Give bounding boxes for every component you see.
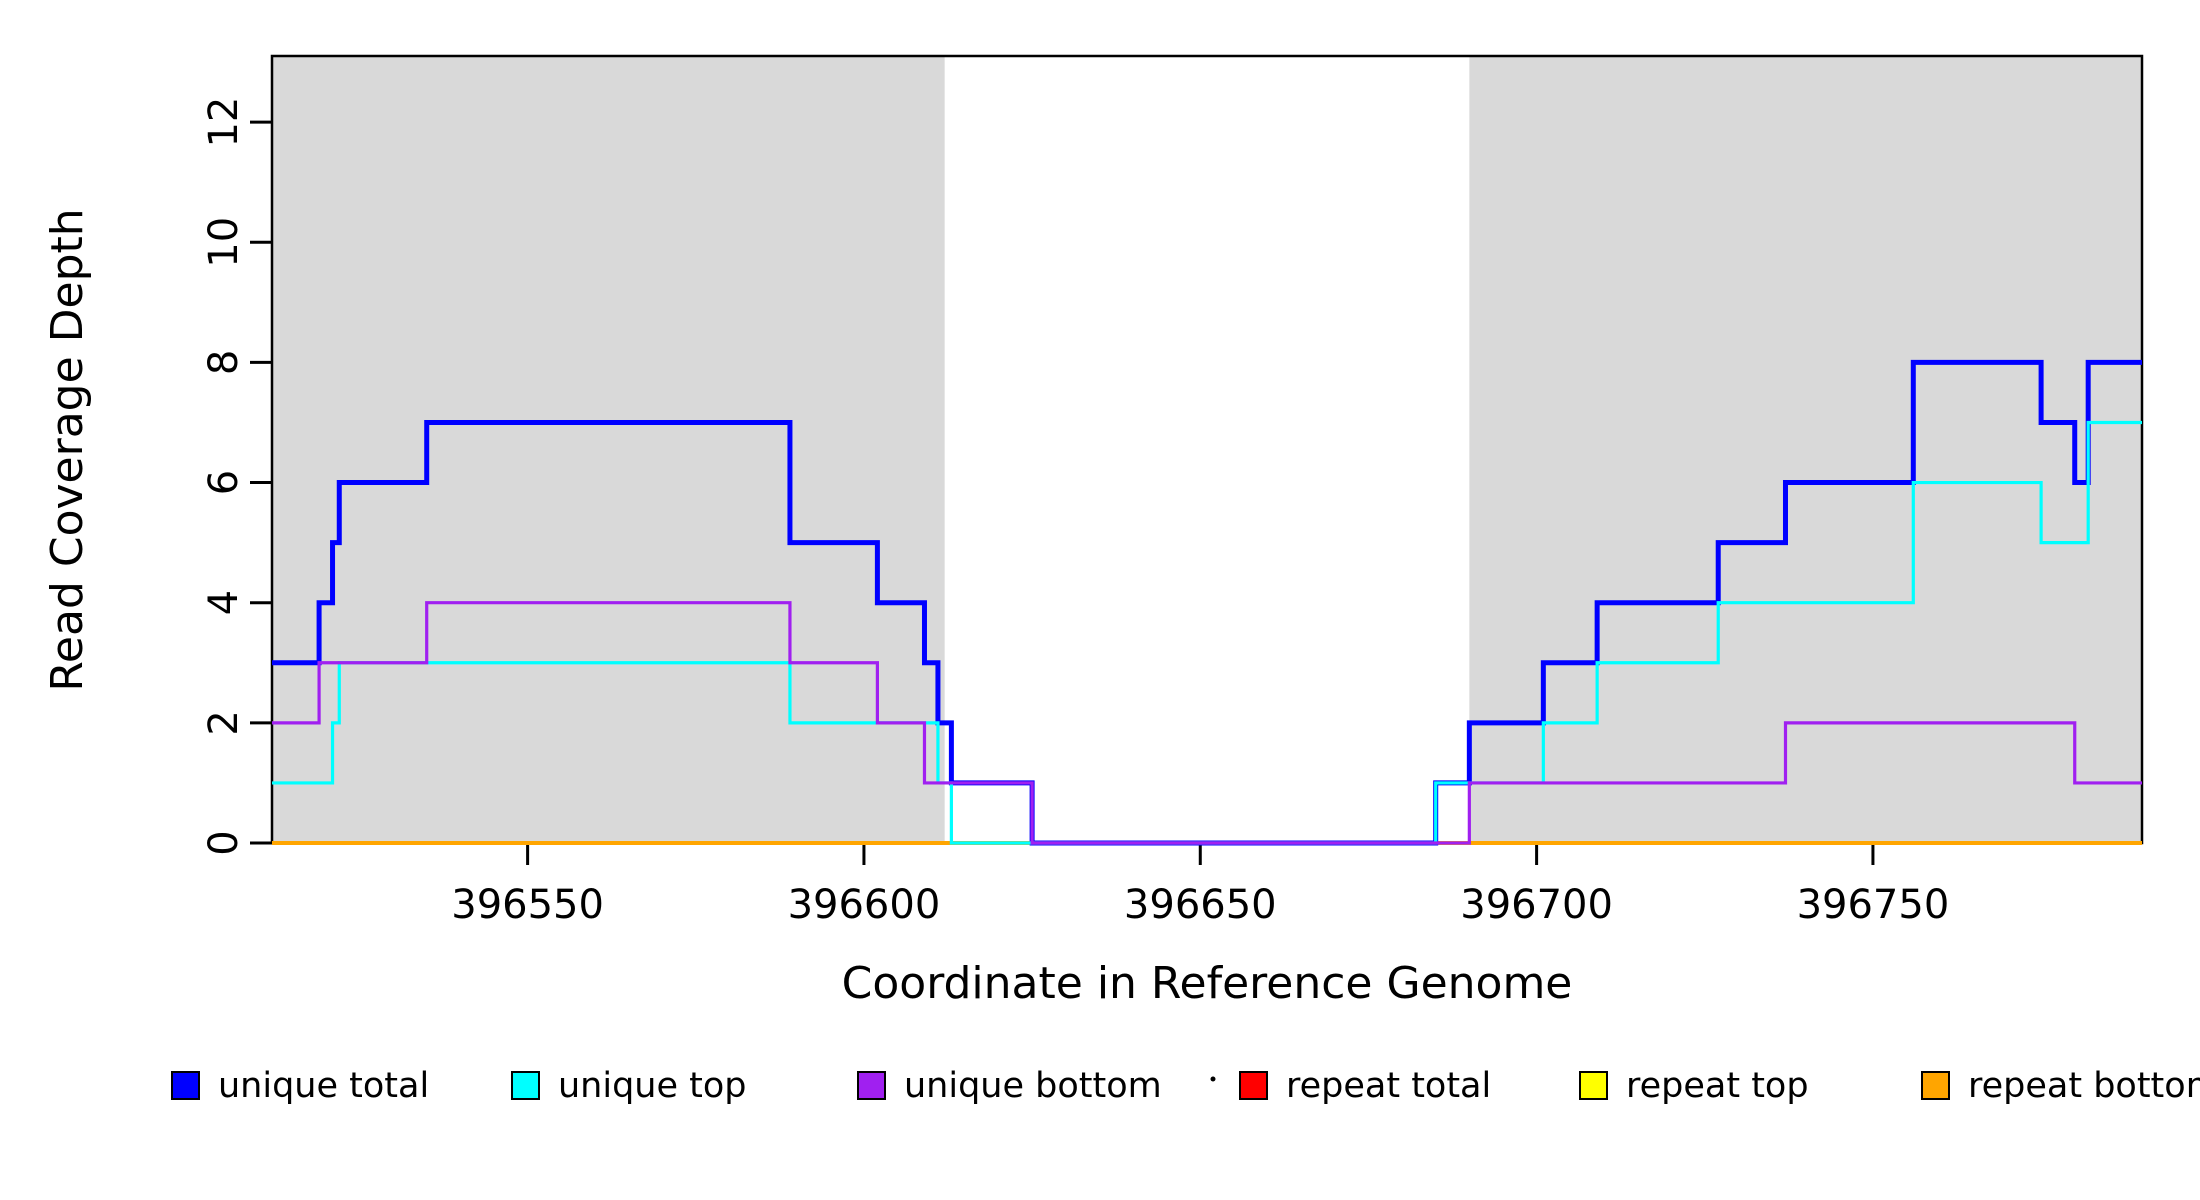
legend-item-unique-top: unique top [511,1066,747,1106]
series-line-unique-bottom [272,601,2142,845]
legend-label: unique bottom [904,1066,1162,1106]
shaded-region-0 [272,56,945,843]
legend-swatch-unique-top [511,1071,540,1100]
legend-swatch-repeat-bottom [1921,1071,1950,1100]
legend: unique total unique top unique bottom repea… [171,1066,2200,1106]
legend-item-unique-bottom: unique bottom [857,1066,1162,1106]
y-tick-label: 12 [201,97,247,148]
y-axis-title: Read Coverage Depth [42,208,93,691]
shaded-region-1 [1469,56,2142,843]
y-tick-label: 4 [201,590,247,615]
legend-item-repeat-top: repeat top [1579,1066,1809,1106]
legend-label: repeat bottom [1968,1066,2200,1106]
legend-label: repeat top [1626,1066,1809,1106]
y-tick-label: 8 [201,350,247,375]
x-tick-label: 396700 [1460,882,1613,928]
x-axis-title: Coordinate in Reference Genome [842,958,1573,1009]
legend-label: repeat total [1286,1066,1491,1106]
stray-dot-mark [1210,1076,1216,1082]
y-tick-label: 6 [201,470,247,495]
axis-ticks-layer: 396550 396600 396650 396700 396750 0 2 4 6 8 10 12 [201,97,1949,928]
legend-item-repeat-bottom: repeat bottom [1921,1066,2200,1106]
legend-item-unique-total: unique total [171,1066,429,1106]
legend-swatch-repeat-total [1239,1071,1268,1100]
legend-item-repeat-total: repeat total [1239,1066,1491,1106]
legend-swatch-repeat-top [1579,1071,1608,1100]
legend-swatch-unique-total [171,1071,200,1100]
x-tick-label: 396600 [788,882,941,928]
legend-swatch-unique-bottom [857,1071,886,1100]
coverage-step-lines-layer [272,359,2142,846]
y-tick-label: 2 [201,710,247,735]
legend-label: unique top [558,1066,747,1106]
x-tick-label: 396550 [451,882,604,928]
y-tick-label: 0 [201,830,247,855]
y-tick-label: 10 [201,217,247,268]
shaded-regions-layer [272,56,2142,843]
x-tick-label: 396650 [1124,882,1277,928]
x-tick-label: 396750 [1797,882,1950,928]
legend-label: unique total [218,1066,429,1106]
